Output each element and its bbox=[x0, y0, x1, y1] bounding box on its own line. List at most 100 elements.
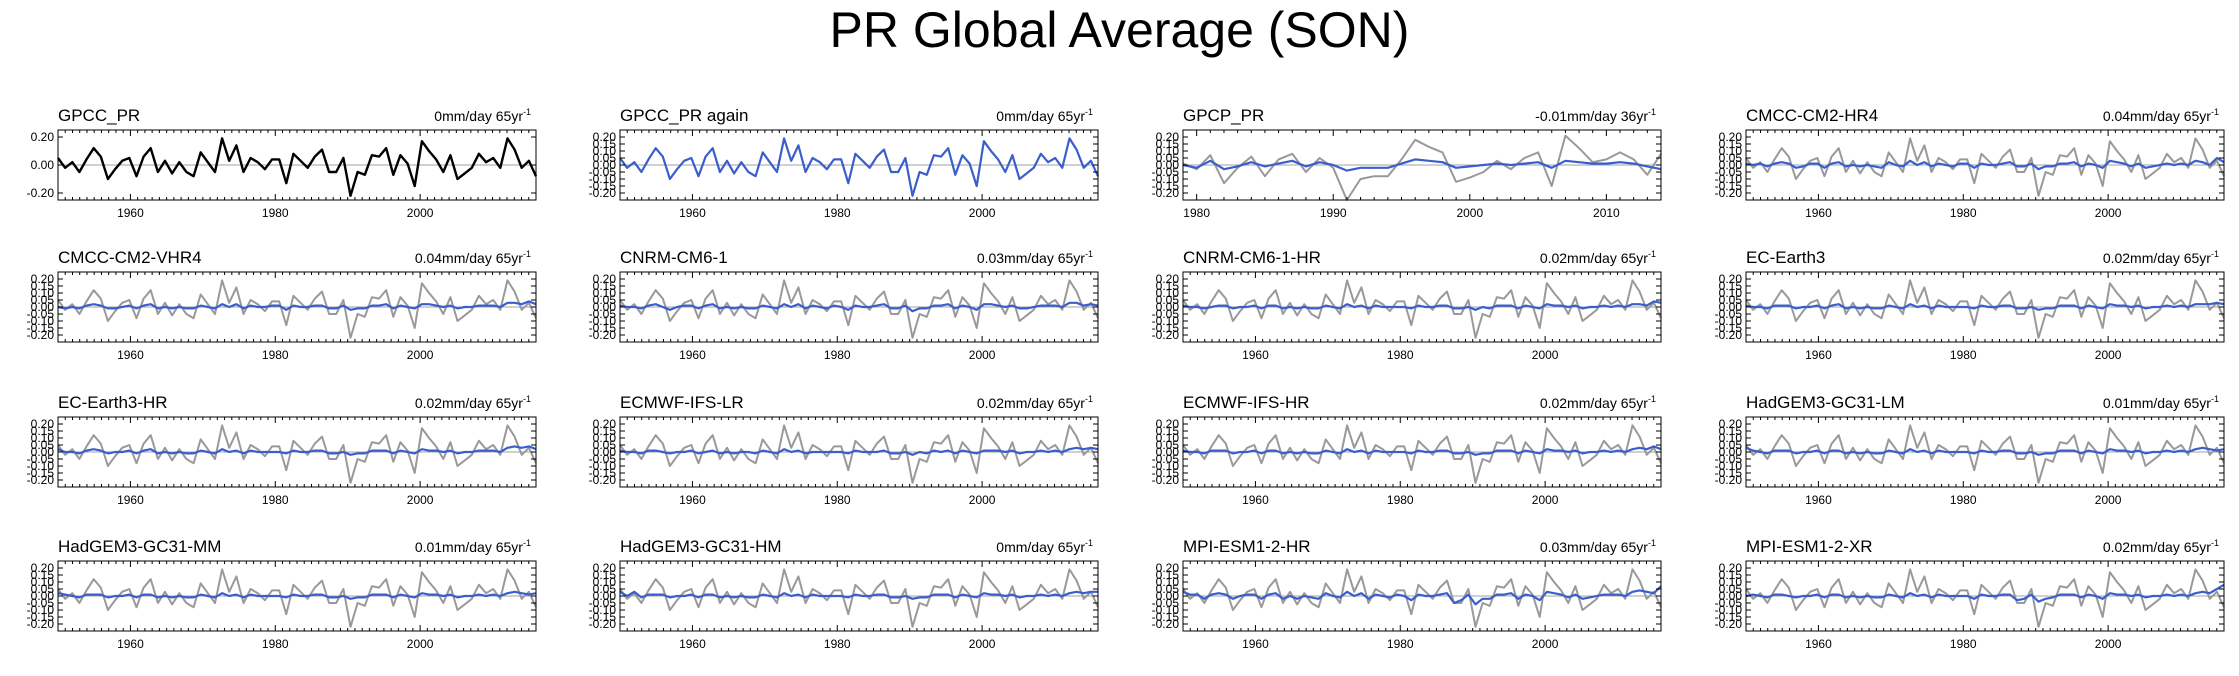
y-tick-label: 0.10 bbox=[1719, 431, 1743, 445]
x-tick-label: 1960 bbox=[1805, 206, 1832, 220]
x-tick-label: 1960 bbox=[117, 493, 144, 507]
trend-exponent: -1 bbox=[523, 538, 531, 548]
series-line-model bbox=[1745, 568, 2225, 628]
x-tick-label: 2000 bbox=[2095, 348, 2122, 362]
x-tick-label: 1980 bbox=[262, 206, 289, 220]
trend-exponent: -1 bbox=[1085, 394, 1093, 404]
x-tick-label: 1980 bbox=[824, 637, 851, 651]
y-tick-label: 0.15 bbox=[1719, 424, 1743, 438]
y-tick-label: 0.20 bbox=[1156, 417, 1180, 431]
trend-label: 0.04mm/day 65yr-1 bbox=[2103, 107, 2219, 124]
y-tick-label: 0.10 bbox=[31, 286, 55, 300]
y-tick-label: -0.20 bbox=[1152, 186, 1180, 200]
x-tick-label: 1960 bbox=[1242, 637, 1269, 651]
series-line-ens bbox=[1745, 446, 2225, 456]
x-tick-label: 2000 bbox=[2095, 637, 2122, 651]
y-tick-label: 0.00 bbox=[1156, 158, 1180, 172]
y-tick-label: 0.00 bbox=[1156, 445, 1180, 459]
series-line-model bbox=[1745, 424, 2225, 484]
y-tick-label: -0.05 bbox=[1715, 596, 1743, 610]
y-tick-label: 0.20 bbox=[1156, 561, 1180, 575]
x-tick-label: 1980 bbox=[824, 206, 851, 220]
x-tick-label: 1960 bbox=[117, 637, 144, 651]
y-tick-label: 0.05 bbox=[593, 293, 617, 307]
x-tick-label: 1960 bbox=[679, 637, 706, 651]
y-tick-label: 0.20 bbox=[1156, 130, 1180, 144]
y-tick-label: -0.10 bbox=[27, 603, 55, 617]
y-tick-label: -0.15 bbox=[1152, 179, 1180, 193]
x-tick-label: 1980 bbox=[1950, 637, 1977, 651]
series-line-model bbox=[1745, 137, 2225, 197]
panel-9: 0.200.150.100.050.00-0.05-0.10-0.15-0.20… bbox=[27, 393, 537, 507]
series-line-ens bbox=[57, 445, 537, 456]
y-tick-label: -0.20 bbox=[589, 617, 617, 631]
y-tick-label: 0.15 bbox=[1719, 279, 1743, 293]
trend-exponent: -1 bbox=[1085, 107, 1093, 117]
y-tick-label: 0.20 bbox=[31, 417, 55, 431]
y-tick-label: 0.10 bbox=[593, 286, 617, 300]
y-tick-label: -0.10 bbox=[589, 314, 617, 328]
panel-4: 0.200.150.100.050.00-0.05-0.10-0.15-0.20… bbox=[1715, 106, 2225, 220]
y-tick-label: 0.05 bbox=[1156, 293, 1180, 307]
y-tick-label: 0.20 bbox=[1719, 272, 1743, 286]
y-tick-label: 0.15 bbox=[593, 137, 617, 151]
panel-title: ECMWF-IFS-LR bbox=[620, 393, 744, 412]
y-tick-label: -0.15 bbox=[27, 610, 55, 624]
x-tick-label: 1990 bbox=[1320, 206, 1347, 220]
y-tick-label: -0.20 bbox=[1715, 617, 1743, 631]
series-line-ens bbox=[619, 137, 1099, 197]
y-tick-label: 0.15 bbox=[31, 568, 55, 582]
panel-title: HadGEM3-GC31-LM bbox=[1746, 393, 1905, 412]
y-tick-label: 0.05 bbox=[31, 582, 55, 596]
x-tick-label: 1960 bbox=[679, 493, 706, 507]
trend-exponent: -1 bbox=[2211, 538, 2219, 548]
y-tick-label: 0.00 bbox=[31, 300, 55, 314]
series-line-ens bbox=[57, 590, 537, 600]
trend-label: 0mm/day 65yr-1 bbox=[434, 107, 531, 124]
trend-label: 0.02mm/day 65yr-1 bbox=[1540, 394, 1656, 411]
series-line-ens bbox=[1182, 158, 1662, 172]
trend-exponent: -1 bbox=[2211, 107, 2219, 117]
y-tick-label: 0.05 bbox=[593, 438, 617, 452]
series-line-model bbox=[1182, 424, 1662, 484]
y-tick-label: -0.05 bbox=[1152, 452, 1180, 466]
series-line-model bbox=[1182, 279, 1662, 339]
trend-label: 0.01mm/day 65yr-1 bbox=[2103, 394, 2219, 411]
trend-label: 0.02mm/day 65yr-1 bbox=[977, 394, 1093, 411]
panel-title: ECMWF-IFS-HR bbox=[1183, 393, 1310, 412]
y-tick-label: -0.15 bbox=[27, 321, 55, 335]
y-tick-label: 0.20 bbox=[31, 561, 55, 575]
y-tick-label: 0.10 bbox=[1719, 286, 1743, 300]
series-line-model bbox=[1182, 134, 1662, 201]
y-tick-label: 0.00 bbox=[1156, 300, 1180, 314]
y-tick-label: -0.15 bbox=[27, 466, 55, 480]
x-tick-label: 1960 bbox=[1242, 348, 1269, 362]
y-tick-label: -0.15 bbox=[1152, 466, 1180, 480]
x-tick-label: 2000 bbox=[407, 206, 434, 220]
y-tick-label: 0.20 bbox=[1719, 561, 1743, 575]
y-tick-label: 0.15 bbox=[1156, 279, 1180, 293]
y-tick-label: -0.20 bbox=[1152, 328, 1180, 342]
y-tick-label: 0.20 bbox=[593, 417, 617, 431]
y-tick-label: -0.05 bbox=[27, 307, 55, 321]
y-tick-label: 0.15 bbox=[1719, 568, 1743, 582]
y-tick-label: 0.15 bbox=[31, 279, 55, 293]
x-tick-label: 1980 bbox=[824, 348, 851, 362]
y-tick-label: 0.00 bbox=[593, 300, 617, 314]
y-tick-label: -0.15 bbox=[1152, 321, 1180, 335]
x-tick-label: 2000 bbox=[407, 348, 434, 362]
y-tick-label: 0.05 bbox=[31, 438, 55, 452]
y-tick-label: -0.05 bbox=[589, 165, 617, 179]
y-tick-label: -0.10 bbox=[589, 459, 617, 473]
x-tick-label: 1960 bbox=[1805, 348, 1832, 362]
series-line-model bbox=[1182, 568, 1662, 628]
x-tick-label: 2000 bbox=[969, 493, 996, 507]
y-tick-label: -0.10 bbox=[1715, 314, 1743, 328]
x-tick-label: 1980 bbox=[824, 493, 851, 507]
y-tick-label: -0.15 bbox=[1715, 321, 1743, 335]
series-line-model bbox=[57, 279, 537, 339]
y-tick-label: 0.20 bbox=[31, 272, 55, 286]
y-tick-label: 0.00 bbox=[593, 589, 617, 603]
y-tick-label: -0.05 bbox=[1715, 452, 1743, 466]
y-tick-label: -0.20 bbox=[27, 186, 55, 200]
